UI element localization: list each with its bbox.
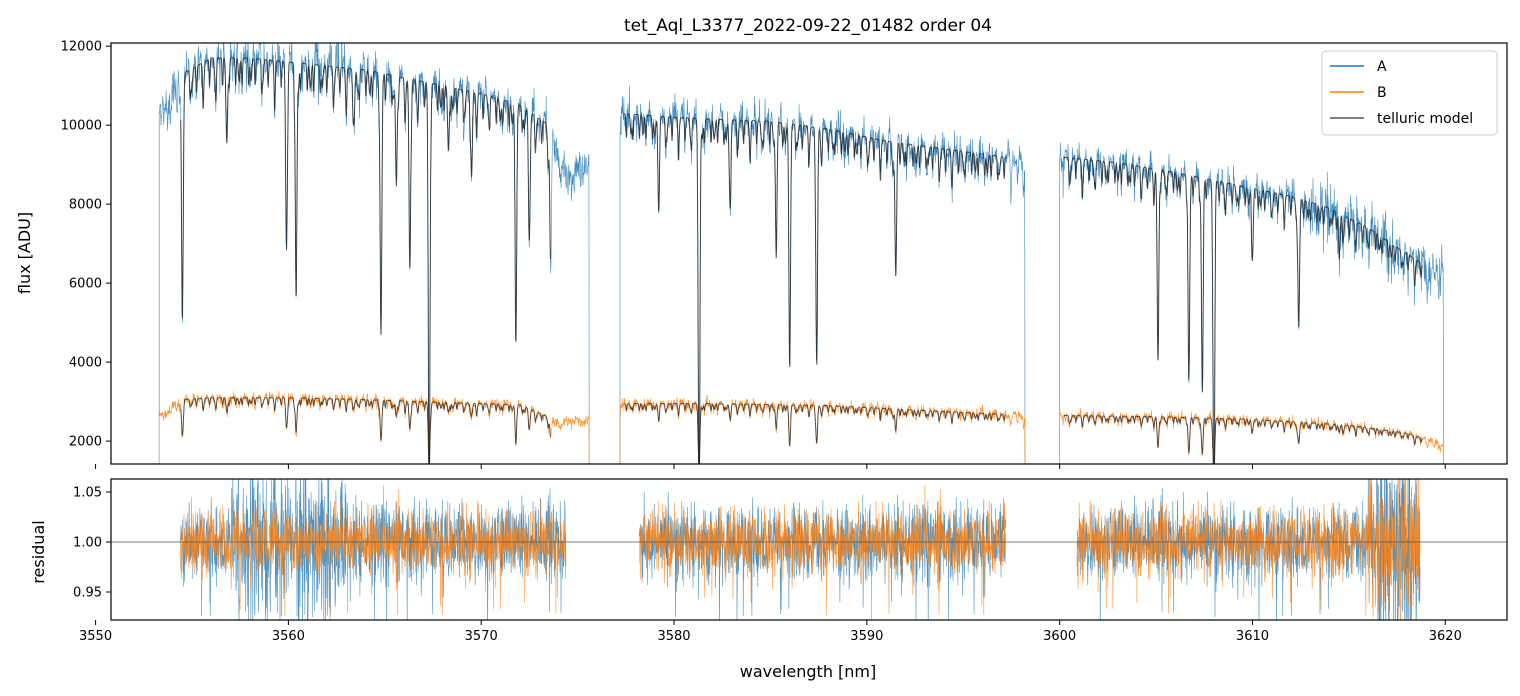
residual-panel: 0.95 1.00 1.05 3550 3560 3570 3580 3590 3600 361… bbox=[29, 478, 1508, 681]
residual-x-tick-label-3550: 3550 bbox=[79, 629, 112, 644]
telluric-model-a-segment-2 bbox=[624, 113, 1007, 464]
series-a-residual-segment-1 bbox=[180, 479, 567, 620]
flux-panel: 2000 4000 6000 8000 10000 12000 flux [ADU] A … bbox=[15, 40, 1508, 469]
flux-y-axis-label: flux [ADU] bbox=[15, 212, 34, 294]
residual-x-tick-label-3610: 3610 bbox=[1236, 629, 1269, 644]
flux-y-tick-label-12000: 12000 bbox=[61, 40, 102, 55]
residual-x-tick-label-3570: 3570 bbox=[465, 629, 498, 644]
residual-y-tick-label-0: 0.95 bbox=[73, 586, 102, 601]
residual-x-tick-label-3600: 3600 bbox=[1043, 629, 1076, 644]
series-telluric-model bbox=[180, 57, 1423, 464]
flux-y-tick-label-10000: 10000 bbox=[61, 119, 102, 134]
figure-title: tet_Aql_L3377_2022-09-22_01482 order 04 bbox=[624, 16, 992, 36]
residual-x-tick-label-3620: 3620 bbox=[1429, 629, 1462, 644]
legend: A B telluric model bbox=[1321, 50, 1498, 136]
legend-box bbox=[1321, 50, 1498, 136]
residual-y-ticks: 0.95 1.00 1.05 bbox=[73, 486, 111, 601]
series-b-residual-segment-2 bbox=[639, 484, 1006, 620]
flux-y-tick-label-2000: 2000 bbox=[69, 435, 102, 450]
residual-y-tick-label-1: 1.00 bbox=[73, 536, 102, 551]
flux-y-ticks: 2000 4000 6000 8000 10000 12000 bbox=[61, 40, 111, 450]
legend-label-a: A bbox=[1377, 59, 1387, 75]
residual-x-tick-label-3560: 3560 bbox=[272, 629, 305, 644]
flux-panel-frame bbox=[110, 42, 1508, 465]
residual-y-tick-label-2: 1.05 bbox=[73, 486, 102, 501]
telluric-model-b-segment-2 bbox=[624, 403, 1006, 464]
series-b-residual-segment-1 bbox=[180, 484, 567, 620]
telluric-model-a-segment-3 bbox=[1063, 156, 1423, 464]
residual-x-ticks: 3550 3560 3570 3580 3590 3600 3610 3620 bbox=[79, 620, 1462, 644]
flux-y-tick-label-4000: 4000 bbox=[69, 356, 102, 371]
series-b-residual-segment-3 bbox=[1076, 479, 1421, 620]
x-axis-label: wavelength [nm] bbox=[740, 662, 877, 681]
flux-y-tick-label-8000: 8000 bbox=[69, 198, 102, 213]
telluric-model-b-segment-1 bbox=[180, 397, 551, 464]
legend-label-telluric-model: telluric model bbox=[1377, 111, 1473, 127]
residual-x-tick-label-3580: 3580 bbox=[657, 629, 690, 644]
flux-y-tick-label-6000: 6000 bbox=[69, 277, 102, 292]
series-b-residual bbox=[180, 479, 1421, 620]
residual-panel-frame bbox=[110, 478, 1508, 621]
telluric-model-b-segment-3 bbox=[1063, 415, 1423, 464]
telluric-model-a-segment-1 bbox=[180, 57, 551, 464]
residual-y-axis-label: residual bbox=[29, 520, 48, 583]
legend-label-b: B bbox=[1377, 85, 1387, 101]
flux-x-ticks bbox=[95, 464, 1446, 469]
residual-x-tick-label-3590: 3590 bbox=[850, 629, 883, 644]
